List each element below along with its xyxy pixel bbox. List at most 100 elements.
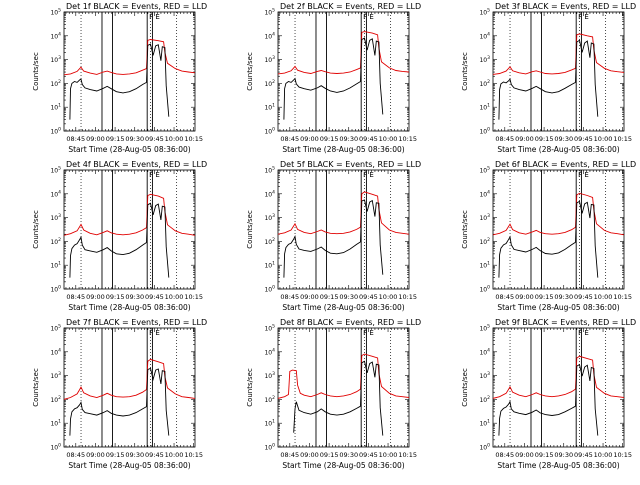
x-tick-label: 10:00 <box>594 293 613 301</box>
panel-title: Det 2f BLACK = Events, RED = LLD <box>280 2 421 11</box>
panel-title: Det 8f BLACK = Events, RED = LLD <box>280 318 421 327</box>
y-tick-label: 105 <box>50 324 61 333</box>
marker-label-f: F <box>149 171 153 179</box>
y-tick-label: 104 <box>264 31 275 40</box>
x-tick-label: 09:30 <box>125 135 144 143</box>
x-tick-label: 09:45 <box>574 135 593 143</box>
panel-title: Det 7f BLACK = Events, RED = LLD <box>66 318 207 327</box>
events-series-line <box>283 199 384 278</box>
x-tick-label: 10:15 <box>398 135 417 143</box>
events-series-line <box>498 39 599 120</box>
x-tick-label: 08:45 <box>66 135 85 143</box>
y-tick-label: 105 <box>50 166 61 175</box>
marker-label-f: F <box>149 329 153 337</box>
y-axis-label: Counts/sec <box>32 368 40 407</box>
y-tick-label: 103 <box>264 371 275 380</box>
x-tick-label: 09:30 <box>339 451 358 459</box>
detector-panel: Det 9f BLACK = Events, RED = LLD Counts/s… <box>461 318 636 470</box>
detector-panel: Det 6f BLACK = Events, RED = LLD Counts/s… <box>461 160 636 312</box>
events-series-line <box>69 43 170 120</box>
y-tick-base: 10 <box>264 349 272 356</box>
x-tick-label: 09:15 <box>535 293 554 301</box>
y-tick-exponent: 2 <box>487 395 490 401</box>
y-tick-base: 10 <box>50 287 58 294</box>
y-tick-label: 100 <box>264 443 275 452</box>
plot-frame <box>63 327 196 448</box>
events-series-line <box>498 200 599 278</box>
y-tick-base: 10 <box>479 168 487 175</box>
series-group <box>64 358 195 436</box>
detector-panel: Det 4f BLACK = Events, RED = LLD Counts/s… <box>32 160 207 312</box>
y-tick-label: 101 <box>479 261 490 270</box>
x-tick-label: 10:00 <box>165 451 184 459</box>
y-tick-label: 100 <box>479 127 490 136</box>
y-tick-label: 104 <box>50 347 61 356</box>
x-tick-label: 10:15 <box>184 293 203 301</box>
y-tick-base: 10 <box>50 168 58 175</box>
y-tick-label: 103 <box>50 371 61 380</box>
y-axis-label: Counts/sec <box>461 368 469 407</box>
x-axis-label: Start Time (28-Aug-05 08:36:00) <box>497 461 619 470</box>
y-tick-label: 104 <box>479 31 490 40</box>
marker-label-f: F <box>578 329 582 337</box>
y-tick-exponent: 4 <box>272 189 275 195</box>
y-tick-exponent: 3 <box>58 55 61 61</box>
y-tick-exponent: 3 <box>272 213 275 219</box>
x-axis-label: Start Time (28-Aug-05 08:36:00) <box>282 145 404 154</box>
panel-title: Det 3f BLACK = Events, RED = LLD <box>495 2 636 11</box>
y-tick-base: 10 <box>264 263 272 270</box>
x-tick-label: 09:30 <box>554 135 573 143</box>
x-tick-label: 09:00 <box>515 293 534 301</box>
y-axis-label: Counts/sec <box>32 52 40 91</box>
y-tick-exponent: 2 <box>58 79 61 85</box>
series-group <box>278 31 409 120</box>
x-axis-label: Start Time (28-Aug-05 08:36:00) <box>282 303 404 312</box>
x-axis-label: Start Time (28-Aug-05 08:36:00) <box>497 145 619 154</box>
series-group <box>278 353 409 436</box>
x-axis-label: Start Time (28-Aug-05 08:36:00) <box>282 461 404 470</box>
y-tick-exponent: 1 <box>487 103 490 109</box>
y-tick-label: 101 <box>264 419 275 428</box>
y-tick-base: 10 <box>479 215 487 222</box>
y-tick-base: 10 <box>479 326 487 333</box>
y-tick-exponent: 2 <box>58 395 61 401</box>
y-tick-label: 104 <box>264 347 275 356</box>
series-group <box>493 355 624 436</box>
y-tick-base: 10 <box>50 445 58 452</box>
events-series-line <box>69 202 170 278</box>
y-tick-label: 104 <box>479 347 490 356</box>
plot-frame <box>63 169 196 290</box>
events-series-line <box>293 360 384 436</box>
x-tick-label: 08:45 <box>280 293 299 301</box>
x-tick-label: 09:45 <box>574 451 593 459</box>
y-tick-exponent: 0 <box>58 443 61 449</box>
x-tick-label: 10:15 <box>398 293 417 301</box>
y-tick-base: 10 <box>264 129 272 136</box>
x-tick-label: 09:15 <box>535 135 554 143</box>
x-tick-label: 09:15 <box>320 451 339 459</box>
lld-series-line <box>493 192 624 236</box>
x-tick-label: 09:15 <box>106 293 125 301</box>
y-tick-label: 102 <box>479 395 490 404</box>
events-series-line <box>283 37 384 120</box>
marker-label-f: F <box>363 171 367 179</box>
x-tick-label: 09:30 <box>554 293 573 301</box>
x-tick-label: 10:00 <box>594 451 613 459</box>
y-tick-exponent: 5 <box>58 166 61 172</box>
plot-frame <box>277 11 410 132</box>
y-tick-label: 102 <box>264 395 275 404</box>
y-tick-label: 105 <box>264 8 275 17</box>
y-axis-label: Counts/sec <box>246 210 254 249</box>
y-tick-exponent: 1 <box>272 261 275 267</box>
x-tick-label: 10:15 <box>613 451 632 459</box>
detector-panel: Det 8f BLACK = Events, RED = LLD Counts/s… <box>246 318 421 470</box>
x-axis-label: Start Time (28-Aug-05 08:36:00) <box>68 303 190 312</box>
y-tick-base: 10 <box>264 287 272 294</box>
y-tick-label: 104 <box>50 189 61 198</box>
x-tick-label: 08:45 <box>495 451 514 459</box>
detector-panel: Det 2f BLACK = Events, RED = LLD Counts/s… <box>246 2 421 154</box>
x-tick-label: 10:00 <box>594 135 613 143</box>
y-tick-label: 100 <box>479 443 490 452</box>
series-group <box>64 193 195 278</box>
